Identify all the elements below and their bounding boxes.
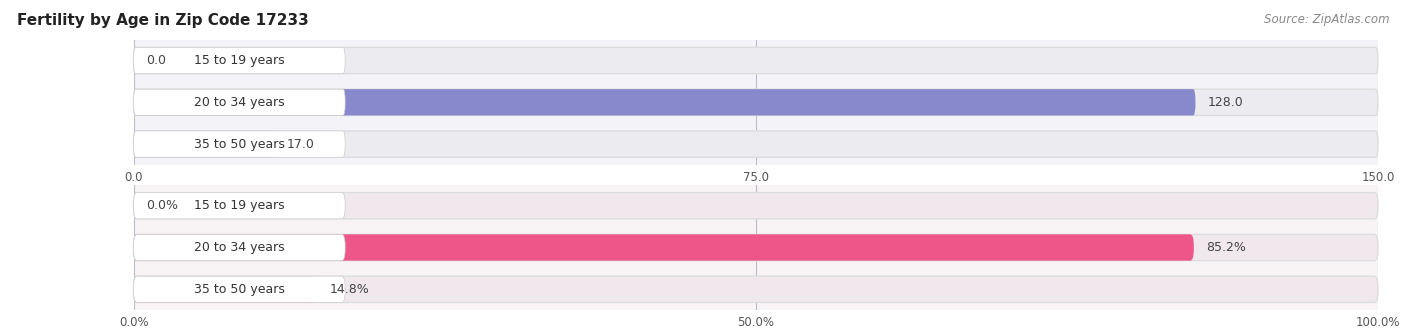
Text: 35 to 50 years: 35 to 50 years — [194, 138, 285, 150]
Text: Fertility by Age in Zip Code 17233: Fertility by Age in Zip Code 17233 — [17, 13, 309, 28]
Text: 85.2%: 85.2% — [1206, 241, 1246, 254]
Text: 20 to 34 years: 20 to 34 years — [194, 241, 284, 254]
FancyBboxPatch shape — [134, 47, 1378, 74]
FancyBboxPatch shape — [134, 47, 344, 74]
FancyBboxPatch shape — [134, 131, 344, 157]
Text: 20 to 34 years: 20 to 34 years — [194, 96, 284, 109]
FancyBboxPatch shape — [134, 234, 1378, 261]
FancyBboxPatch shape — [134, 276, 344, 303]
Text: 35 to 50 years: 35 to 50 years — [194, 283, 285, 296]
FancyBboxPatch shape — [134, 131, 1378, 157]
Text: 0.0: 0.0 — [146, 54, 166, 67]
FancyBboxPatch shape — [134, 276, 318, 303]
Text: 17.0: 17.0 — [287, 138, 315, 150]
Text: 14.8%: 14.8% — [330, 283, 370, 296]
Text: Source: ZipAtlas.com: Source: ZipAtlas.com — [1264, 13, 1389, 26]
FancyBboxPatch shape — [134, 192, 1378, 219]
Text: 128.0: 128.0 — [1208, 96, 1243, 109]
FancyBboxPatch shape — [134, 131, 274, 157]
Text: 0.0%: 0.0% — [146, 199, 179, 212]
FancyBboxPatch shape — [134, 192, 344, 219]
Text: 15 to 19 years: 15 to 19 years — [194, 199, 284, 212]
FancyBboxPatch shape — [134, 89, 344, 116]
FancyBboxPatch shape — [134, 89, 1378, 116]
FancyBboxPatch shape — [134, 234, 344, 261]
FancyBboxPatch shape — [134, 234, 1194, 261]
FancyBboxPatch shape — [134, 89, 1195, 116]
Text: 15 to 19 years: 15 to 19 years — [194, 54, 284, 67]
FancyBboxPatch shape — [134, 276, 1378, 303]
